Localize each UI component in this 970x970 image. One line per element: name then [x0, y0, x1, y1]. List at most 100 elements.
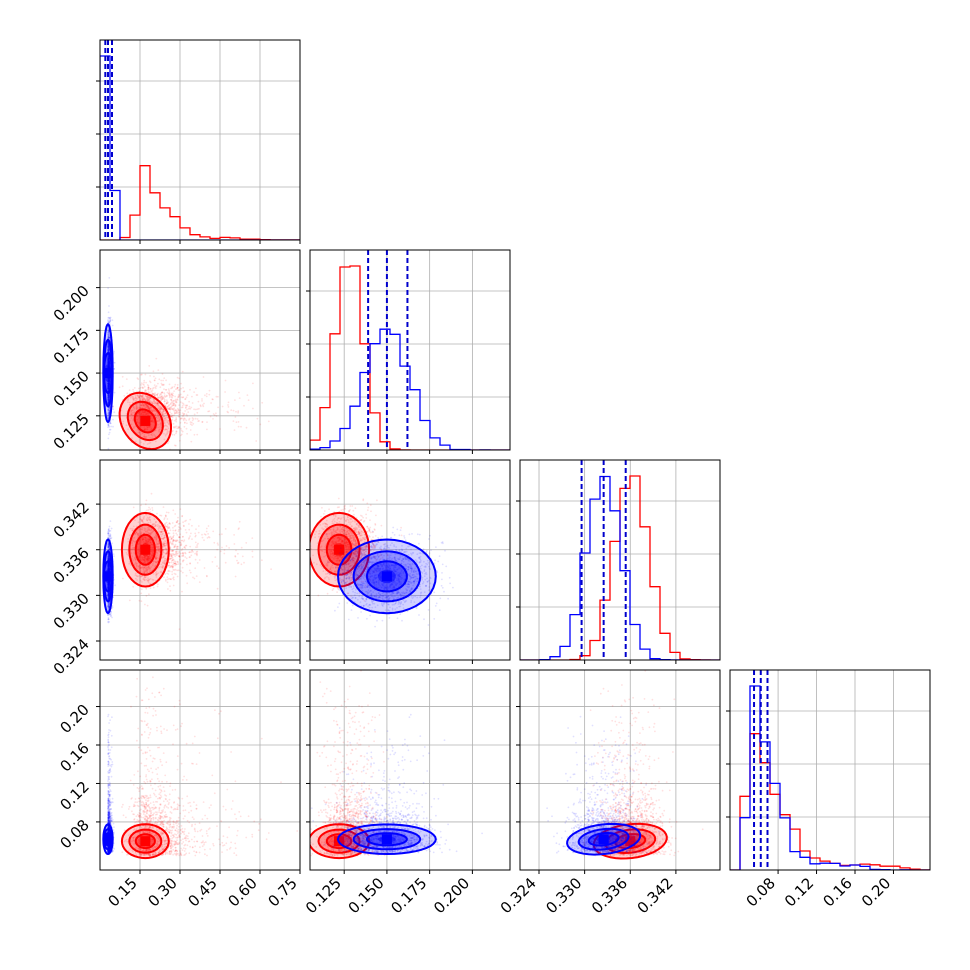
- scatter-point: [172, 392, 174, 395]
- scatter-point: [108, 428, 111, 431]
- scatter-point: [107, 362, 109, 364]
- scatter-point: [142, 571, 145, 574]
- scatter-point: [184, 418, 186, 420]
- scatter-point: [163, 397, 165, 400]
- scatter-point: [107, 382, 110, 385]
- scatter-point: [107, 394, 110, 397]
- scatter-point: [133, 540, 136, 543]
- scatter-point: [171, 405, 174, 407]
- scatter-point: [107, 383, 110, 386]
- scatter-point: [186, 404, 188, 407]
- scatter-point: [202, 405, 205, 408]
- scatter-point: [237, 421, 240, 423]
- scatter-point: [156, 396, 159, 399]
- scatter-point: [138, 599, 141, 602]
- scatter-point: [133, 556, 136, 559]
- scatter-point: [247, 399, 250, 401]
- scatter-point: [180, 433, 183, 436]
- scatter-point: [109, 381, 111, 383]
- scatter-point: [107, 357, 110, 360]
- scatter-point: [188, 556, 191, 559]
- scatter-point: [153, 384, 156, 386]
- scatter-point: [154, 410, 156, 413]
- scatter-point: [107, 384, 110, 387]
- scatter-point: [173, 553, 176, 556]
- scatter-point: [138, 396, 141, 399]
- scatter-point: [165, 402, 168, 405]
- scatter-point: [158, 431, 161, 433]
- scatter-point: [145, 394, 147, 397]
- scatter-point: [148, 389, 150, 391]
- scatter-point: [107, 411, 110, 414]
- scatter-point: [147, 385, 150, 387]
- scatter-point: [205, 530, 208, 533]
- scatter-point: [238, 397, 241, 399]
- scatter-point: [182, 414, 185, 417]
- scatter-point: [202, 376, 205, 378]
- scatter-point: [107, 349, 110, 352]
- scatter-point: [183, 425, 186, 428]
- scatter-point: [147, 407, 149, 409]
- scatter-point: [107, 398, 110, 401]
- scatter-point: [176, 398, 179, 401]
- scatter-point: [157, 414, 160, 417]
- scatter-point: [160, 514, 163, 517]
- scatter-point: [107, 382, 110, 385]
- scatter-point: [168, 564, 171, 567]
- scatter-point: [193, 577, 196, 580]
- scatter-point: [245, 426, 248, 429]
- scatter-point: [108, 362, 111, 365]
- scatter-point: [164, 412, 167, 415]
- scatter-point: [107, 360, 110, 362]
- scatter-point: [151, 421, 154, 423]
- scatter-point: [182, 560, 184, 563]
- scatter-point: [149, 555, 152, 558]
- scatter-point: [107, 394, 110, 397]
- scatter-point: [169, 408, 172, 411]
- scatter-point: [154, 386, 157, 388]
- scatter-point: [107, 397, 110, 400]
- scatter-point: [146, 414, 149, 417]
- scatter-point: [159, 407, 162, 410]
- scatter-point: [214, 556, 217, 558]
- scatter-point: [108, 361, 110, 364]
- scatter-point: [224, 528, 227, 530]
- scatter-point: [107, 361, 110, 364]
- scatter-point: [174, 543, 177, 546]
- scatter-point: [149, 392, 152, 394]
- scatter-point: [108, 362, 111, 365]
- scatter-point: [176, 399, 179, 401]
- scatter-point: [223, 549, 226, 551]
- scatter-point: [168, 561, 171, 564]
- scatter-point: [107, 382, 109, 385]
- scatter-point: [109, 422, 111, 424]
- scatter-point: [156, 393, 159, 396]
- scatter-point: [107, 361, 110, 363]
- scatter-point: [176, 539, 179, 542]
- scatter-point: [108, 360, 111, 363]
- scatter-point: [107, 385, 110, 387]
- scatter-point: [145, 413, 147, 416]
- scatter-point: [142, 404, 145, 407]
- scatter-point: [174, 383, 177, 386]
- scatter-point: [256, 417, 259, 420]
- scatter-point: [130, 413, 133, 416]
- scatter-point: [185, 406, 187, 409]
- scatter-point: [146, 558, 149, 561]
- scatter-point: [177, 569, 180, 572]
- scatter-point: [108, 361, 111, 364]
- scatter-point: [144, 411, 146, 414]
- scatter-point: [149, 400, 152, 402]
- scatter-point: [109, 421, 111, 424]
- scatter-point: [107, 358, 110, 360]
- scatter-point: [198, 581, 201, 583]
- scatter-point: [107, 395, 110, 398]
- scatter-point: [142, 403, 145, 405]
- scatter-point: [107, 399, 110, 401]
- scatter-point: [161, 391, 164, 394]
- scatter-point: [107, 350, 110, 352]
- scatter-point: [172, 404, 175, 407]
- scatter-point: [107, 287, 109, 289]
- scatter-point: [157, 583, 159, 586]
- scatter-point: [143, 428, 146, 431]
